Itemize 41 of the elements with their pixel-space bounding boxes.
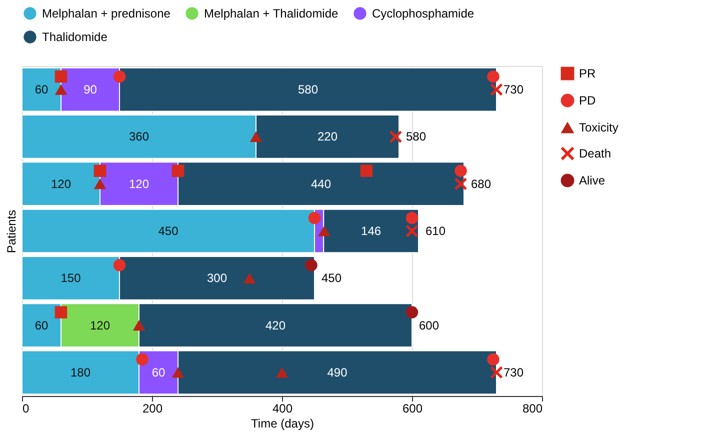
data-label: 580 <box>298 82 318 97</box>
total-label: 730 <box>504 365 524 380</box>
data-label: 60 <box>152 365 166 380</box>
data-label: 360 <box>128 130 150 144</box>
data-label: 490 <box>327 365 348 380</box>
x-tick-label: 200 <box>142 402 163 416</box>
total-label: 450 <box>322 271 342 286</box>
legend-label: Alive <box>579 174 606 188</box>
x-tick-label: 0 <box>22 402 30 416</box>
total-label: 600 <box>419 318 440 332</box>
x-tick-label: 800 <box>522 402 543 416</box>
data-label: 180 <box>70 365 91 380</box>
total-label: 580 <box>406 130 426 144</box>
legend-label: Toxicity <box>579 120 618 134</box>
data-label: 150 <box>60 271 82 286</box>
legend-label: Melphalan + prednisone <box>42 6 171 20</box>
data-label: 220 <box>317 130 338 144</box>
data-label: 300 <box>206 271 228 286</box>
data-label: 440 <box>310 176 332 191</box>
x-tick-label: 400 <box>272 402 293 416</box>
legend-label: Thalidomide <box>42 30 108 44</box>
data-label: 120 <box>50 176 72 191</box>
total-label: 730 <box>504 82 524 97</box>
legend-label: PR <box>579 66 596 80</box>
data-label: 146 <box>361 224 382 238</box>
legend-label: Cyclophosphamide <box>372 6 474 20</box>
data-label: 90 <box>84 82 98 97</box>
data-label: 120 <box>128 176 150 191</box>
data-label: 60 <box>34 318 48 332</box>
data-label: 120 <box>90 318 110 332</box>
total-label: 680 <box>471 176 492 191</box>
x-tick-label: 600 <box>402 402 423 416</box>
legend-label: Melphalan + Thalidomide <box>204 6 339 20</box>
y-axis-title: Patients <box>4 210 18 254</box>
data-label: 450 <box>158 224 179 238</box>
total-label: 610 <box>426 224 446 238</box>
legend-label: Death <box>579 146 612 160</box>
data-label: 420 <box>265 318 286 332</box>
legend-label: PD <box>579 94 596 108</box>
data-label: 60 <box>34 82 48 97</box>
x-axis-title: Time (days) <box>251 416 314 430</box>
